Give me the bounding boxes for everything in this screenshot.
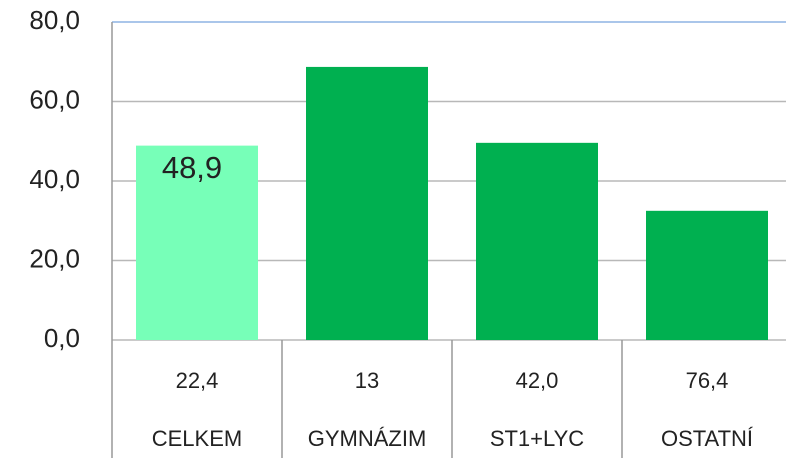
table-cell: 13 (355, 368, 379, 393)
table-cell: 76,4 (686, 368, 729, 393)
table-cell: 22,4 (176, 368, 219, 393)
x-tick-label: ST1+LYC (490, 426, 584, 451)
bar (646, 210, 768, 340)
bar (136, 145, 258, 340)
x-tick-label: CELKEM (152, 426, 242, 451)
bar (306, 66, 428, 340)
bar (476, 142, 598, 340)
table-cell: 42,0 (516, 368, 559, 393)
y-tick-label: 80,0 (29, 5, 80, 35)
x-tick-label: GYMNÁZIM (308, 426, 427, 451)
y-tick-label: 40,0 (29, 164, 80, 194)
y-tick-label: 0,0 (44, 323, 80, 353)
y-tick-label: 20,0 (29, 243, 80, 273)
data-label: 48,9 (162, 150, 222, 185)
y-tick-label: 60,0 (29, 84, 80, 114)
x-tick-label: OSTATNÍ (661, 426, 754, 451)
